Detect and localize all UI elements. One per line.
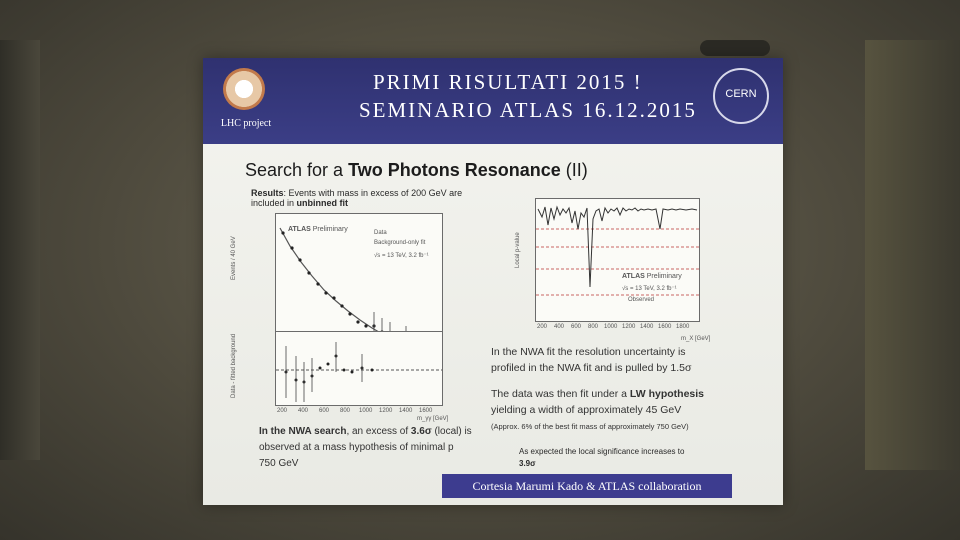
lhc-ring-icon (223, 68, 265, 110)
left-lumi: √s = 13 TeV, 3.2 fb⁻¹ (374, 253, 429, 259)
left-x-tick: 1000 (359, 408, 373, 414)
right-atlas-word: ATLAS (622, 273, 645, 280)
lhc-logo: LHC project (215, 64, 277, 136)
left-x-tick: 800 (340, 408, 351, 414)
right-x-tick: 1400 (640, 324, 654, 330)
right-x-tick: 1200 (622, 324, 636, 330)
right-x-tick: 200 (537, 324, 548, 330)
right-note-2-line2: yielding a width of approximately 45 GeV (491, 404, 682, 416)
right-x-tick: 800 (588, 324, 599, 330)
right-plot: ATLAS Preliminary √s = 13 TeV, 3.2 fb⁻¹ … (535, 198, 700, 322)
wall-right (865, 40, 960, 470)
left-xlabel: m_γγ [GeV] (417, 416, 449, 422)
right-note-2-line1: The data was then fit under a (491, 388, 630, 400)
results-bold: unbinned fit (296, 198, 349, 208)
projected-slide: LHC project PRIMI RISULTATI 2015 ! SEMIN… (203, 58, 783, 505)
right-legend: Observed (628, 297, 655, 303)
left-note-d: (local) is (431, 426, 472, 437)
left-note-b: , an excess of (346, 426, 411, 437)
left-x-tick: 400 (298, 408, 309, 414)
right-x-tick: 1000 (604, 324, 618, 330)
right-note-2-line3: (Approx. 6% of the best fit mass of appr… (491, 422, 689, 431)
cern-logo: CERN (713, 68, 769, 124)
subtitle-bold: Two Photons Resonance (348, 160, 561, 180)
left-x-tick: 600 (319, 408, 330, 414)
left-note-a: In the NWA search (259, 426, 347, 437)
results-rest: : Events with mass in excess of 200 GeV … (283, 188, 463, 198)
lhc-label: LHC project (220, 118, 272, 129)
slide-header: LHC project PRIMI RISULTATI 2015 ! SEMIN… (203, 58, 783, 144)
left-x-tick: 200 (277, 408, 288, 414)
left-x-tick: 1400 (399, 408, 413, 414)
left-legend-fit: Background-only fit (374, 240, 426, 246)
left-note-line2: observed at a mass hypothesis of minimal… (259, 442, 454, 453)
left-note-line3: 750 GeV (259, 458, 299, 469)
left-x-tick: 1200 (379, 408, 393, 414)
left-ylabel-top: Events / 40 GeV (231, 236, 237, 280)
right-lumi: √s = 13 TeV, 3.2 fb⁻¹ (622, 286, 677, 292)
left-atlas-sub: Preliminary (312, 226, 348, 233)
right-atlas-label: ATLAS Preliminary (622, 273, 682, 280)
right-note-1-line2: profiled in the NWA fit and is pulled by… (491, 362, 692, 374)
projector (700, 40, 770, 56)
bullet-line1: As expected the local significance incre… (519, 447, 685, 456)
right-note-2: The data was then fit under a LW hypothe… (491, 386, 776, 435)
left-plot-bottom-svg (276, 342, 442, 402)
slide-subtitle: Search for a Two Photons Resonance (II) (245, 160, 588, 181)
results-lead: Results (251, 188, 284, 198)
right-ylabel: Local p-value (515, 232, 521, 268)
cern-label: CERN (725, 88, 757, 100)
right-note-2-bold: LW hypothesis (629, 388, 705, 400)
credit-banner: Cortesia Marumi Kado & ATLAS collaborati… (442, 474, 732, 498)
left-ylabel-bottom: Data - fitted background (231, 333, 237, 398)
right-atlas-sub: Preliminary (646, 273, 682, 280)
bullet-line2: 3.9σ (519, 459, 536, 468)
right-note-1-line1: In the NWA fit the resolution uncertaint… (491, 346, 686, 358)
subtitle-part1: Search for a (245, 160, 349, 180)
left-x-tick: 1600 (419, 408, 433, 414)
right-x-tick: 600 (571, 324, 582, 330)
right-plot-svg (536, 205, 699, 296)
results-line2: included in (251, 198, 297, 208)
subtitle-part3: (II) (560, 160, 588, 180)
left-note: In the NWA search, an excess of 3.6σ (lo… (259, 424, 489, 472)
wall-left (0, 40, 40, 460)
left-atlas-label: ATLAS Preliminary (288, 226, 348, 233)
right-x-tick: 1600 (658, 324, 672, 330)
bullet-note: As expected the local significance incre… (519, 446, 769, 470)
header-title-line2: SEMINARIO ATLAS 16.12.2015 (359, 98, 697, 122)
left-plot-bottom (275, 331, 443, 406)
header-title-line1: PRIMI RISULTATI 2015 ! (373, 70, 643, 94)
right-note-1: In the NWA fit the resolution uncertaint… (491, 344, 771, 376)
results-text: Results: Events with mass in excess of 2… (251, 188, 521, 208)
right-xlabel: m_X [GeV] (681, 336, 711, 342)
left-note-c: 3.6σ (410, 426, 432, 437)
right-x-tick: 400 (554, 324, 565, 330)
left-legend-data: Data (374, 230, 387, 236)
left-atlas-word: ATLAS (288, 226, 311, 233)
right-x-tick: 1800 (676, 324, 690, 330)
